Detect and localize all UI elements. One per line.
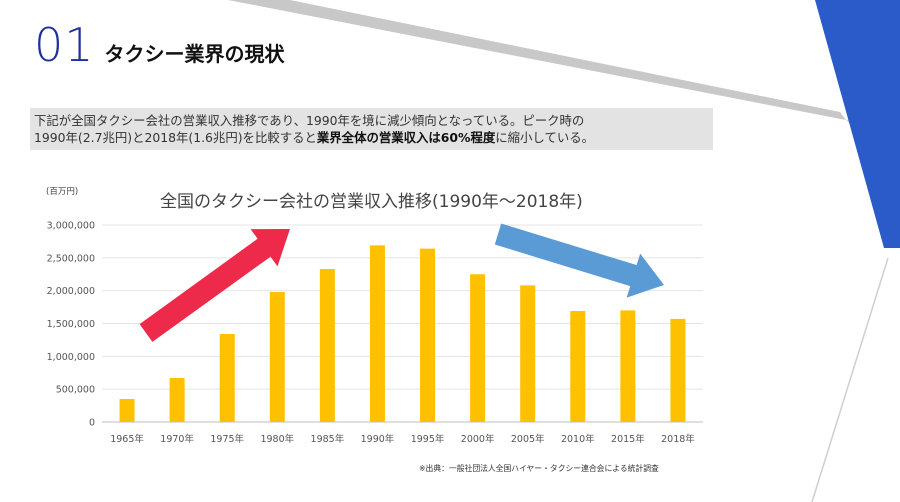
y-tick-label: 2,000,000: [47, 286, 95, 297]
description-line-2: 1990年(2.7兆円)と2018年(1.6兆円)を比較すると業界全体の営業収入…: [34, 129, 709, 146]
y-tick-label: 500,000: [56, 385, 95, 396]
y-tick-label: 2,500,000: [47, 253, 95, 264]
y-tick-label: 1,500,000: [47, 319, 95, 330]
x-tick-label: 2010年: [561, 433, 595, 445]
rising-trend-arrow: [139, 229, 290, 342]
x-tick-label: 1970年: [160, 433, 194, 445]
bar: [269, 291, 285, 422]
description-line-2-suffix: に縮小している。: [495, 130, 595, 145]
x-tick-label: 2000年: [461, 433, 495, 445]
chart-grid: [102, 224, 703, 423]
x-tick-label: 1985年: [311, 433, 345, 445]
x-axis-labels: 1965年 1970年 1975年 1980年 1985年 1990年 1995年 2000年…: [110, 433, 695, 445]
bar: [620, 310, 636, 422]
x-tick-label: 2005年: [511, 433, 545, 445]
chart-bars: [119, 245, 686, 422]
x-tick-label: 1975年: [210, 433, 244, 445]
x-tick-label: 2018年: [661, 433, 695, 445]
description-line-1: 下記が全国タクシー会社の営業収入推移であり、1990年を境に減少傾向となっている…: [34, 113, 585, 128]
section-number: 01: [34, 18, 95, 72]
x-tick-label: 2015年: [611, 433, 645, 445]
chart-title: 全国のタクシー会社の営業収入推移(1990年〜2018年): [160, 192, 583, 212]
bar: [470, 274, 486, 422]
declining-trend-arrow: [494, 223, 664, 298]
bar: [219, 334, 235, 422]
trend-arrows: [139, 223, 664, 342]
y-axis-unit: (百万円): [46, 187, 79, 197]
x-tick-label: 1995年: [411, 433, 445, 445]
bar: [319, 268, 335, 422]
y-tick-label: 0: [89, 418, 95, 429]
bar: [520, 285, 536, 422]
bar: [119, 399, 135, 422]
y-tick-label: 3,000,000: [47, 221, 95, 232]
page-header: 01 タクシー業界の現状: [34, 22, 285, 68]
bar: [420, 248, 436, 422]
y-tick-label: 1,000,000: [47, 352, 95, 363]
x-tick-label: 1980年: [260, 433, 294, 445]
description-highlight: 業界全体の営業収入は60%程度: [316, 130, 496, 145]
x-tick-label: 1990年: [361, 433, 395, 445]
source-note: ※出典：一般社団法人全国ハイヤー・タクシー連合会による統計調査: [419, 464, 659, 473]
description-line-2-prefix: 1990年(2.7兆円)と2018年(1.6兆円)を比較すると: [34, 130, 317, 145]
description-box: 下記が全国タクシー会社の営業収入推移であり、1990年を境に減少傾向となっている…: [30, 108, 713, 150]
bar: [169, 378, 185, 422]
y-axis-labels: 0 500,000 1,000,000 1,500,000 2,000,000 2,500…: [47, 221, 95, 429]
x-tick-label: 1965年: [110, 433, 144, 445]
bar: [570, 311, 586, 422]
bar: [670, 318, 686, 422]
page-title: タクシー業界の現状: [104, 42, 285, 66]
bar: [369, 245, 385, 422]
